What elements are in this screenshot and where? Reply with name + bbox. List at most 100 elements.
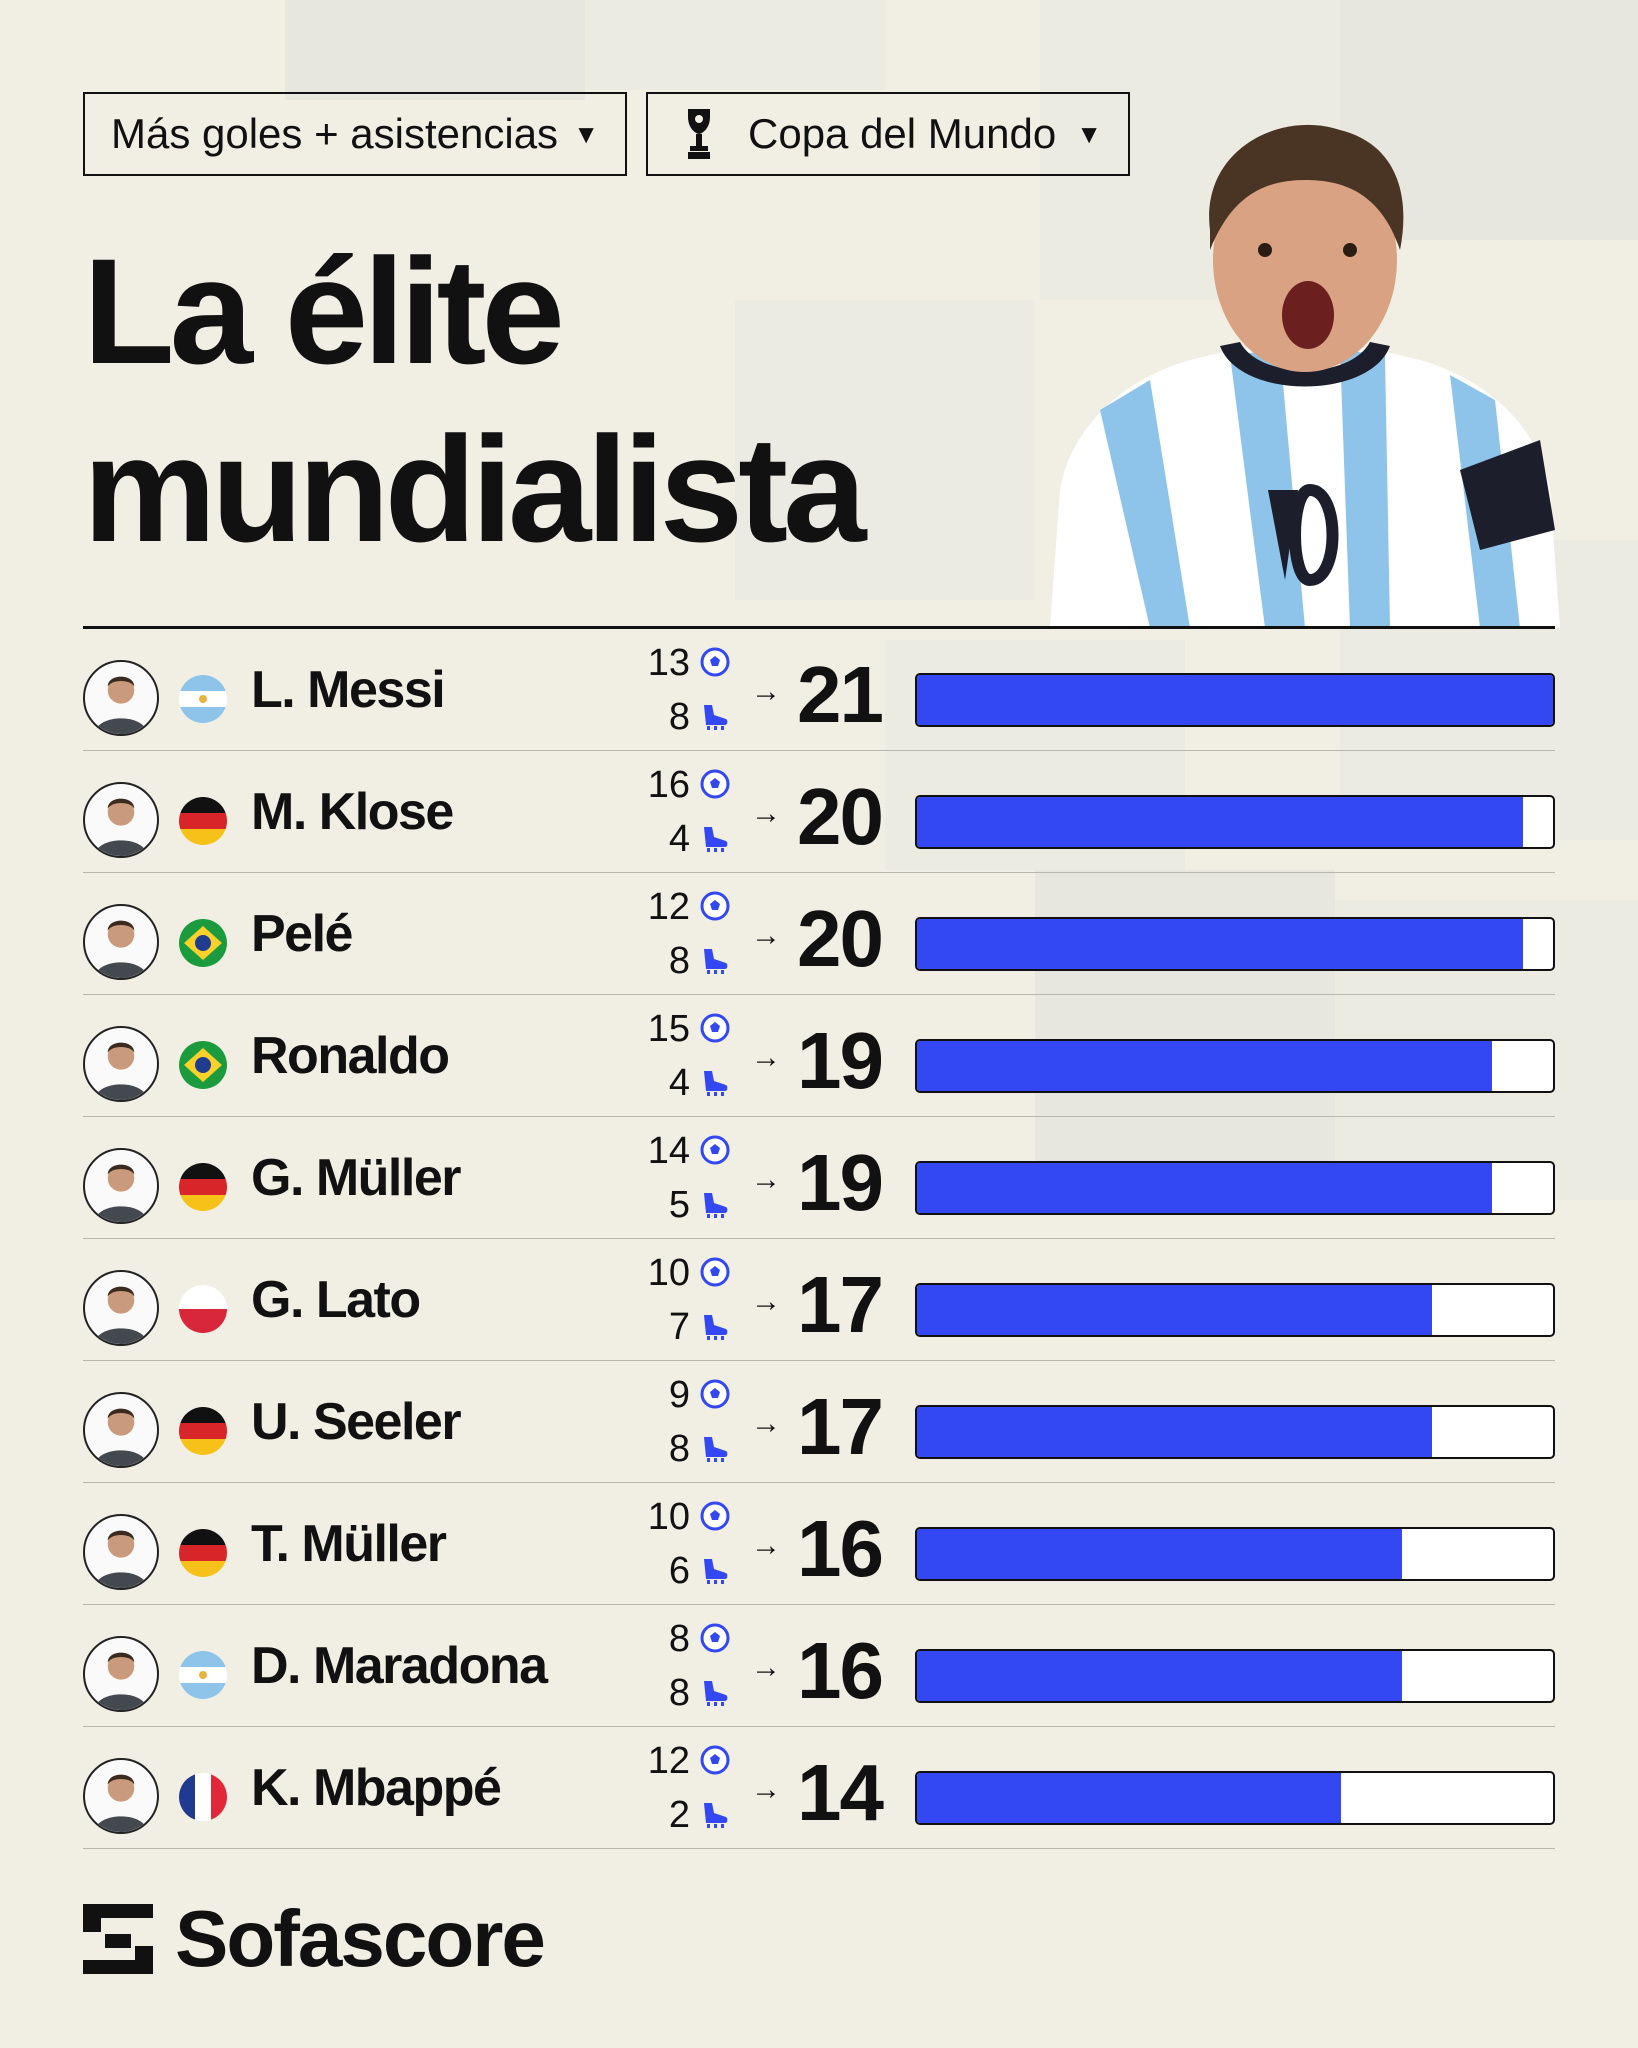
arrow-right-icon: → (751, 1163, 781, 1196)
goals-value: 15 (647, 1008, 690, 1050)
bar-track (915, 1527, 1555, 1581)
table-row: M. Klose 16 4 → 20 (83, 751, 1555, 873)
player-avatar (83, 1758, 159, 1834)
player-name: Pelé (251, 905, 353, 963)
player-avatar (83, 1636, 159, 1712)
caret-down-icon: ▼ (1076, 118, 1102, 149)
table-row: D. Maradona 8 8 → 16 (83, 1605, 1555, 1727)
player-name: Ronaldo (251, 1027, 450, 1085)
boot-icon (700, 1555, 730, 1585)
bar-track (915, 795, 1555, 849)
total-value: 20 (797, 772, 884, 861)
total-value: 17 (797, 1260, 884, 1349)
total-value: 14 (797, 1748, 884, 1837)
trophy-icon (688, 109, 710, 159)
total-value: 19 (797, 1016, 884, 1105)
player-avatar (83, 1148, 159, 1224)
boot-icon (700, 1433, 730, 1463)
player-name: U. Seeler (251, 1393, 462, 1451)
goals-value: 16 (647, 764, 690, 806)
page-title: La élite mundialista (83, 222, 866, 578)
table-row: L. Messi 13 8 → 21 (83, 629, 1555, 751)
bar-track (915, 1039, 1555, 1093)
boot-icon (700, 1799, 730, 1829)
argentina-flag-icon (179, 1651, 227, 1699)
bar (917, 1041, 1493, 1091)
total-value: 19 (797, 1138, 884, 1227)
germany-flag-icon (179, 1163, 227, 1211)
table-row: U. Seeler 9 8 → 17 (83, 1361, 1555, 1483)
bar-track (915, 917, 1555, 971)
arrow-right-icon: → (751, 1407, 781, 1440)
germany-flag-icon (179, 797, 227, 845)
bar (917, 797, 1523, 847)
player-name: G. Lato (251, 1271, 421, 1329)
player-name: T. Müller (251, 1515, 447, 1573)
assists-value: 2 (668, 1794, 690, 1836)
player-name: D. Maradona (251, 1637, 548, 1695)
total-value: 16 (797, 1626, 884, 1715)
soccer-ball-icon (700, 769, 730, 799)
soccer-ball-icon (700, 647, 730, 677)
table-row: G. Lato 10 7 → 17 (83, 1239, 1555, 1361)
table-row: G. Müller 14 5 → 19 (83, 1117, 1555, 1239)
assists-value: 5 (668, 1184, 690, 1226)
bar-track (915, 1161, 1555, 1215)
boot-icon (700, 1311, 730, 1341)
boot-icon (700, 1189, 730, 1219)
table-row: Ronaldo 15 4 → 19 (83, 995, 1555, 1117)
player-name: L. Messi (251, 661, 446, 719)
total-value: 16 (797, 1504, 884, 1593)
arrow-right-icon: → (751, 1651, 781, 1684)
title-line-1: La élite (83, 227, 565, 395)
boot-icon (700, 1677, 730, 1707)
assists-value: 8 (668, 1672, 690, 1714)
caret-down-icon: ▼ (573, 118, 599, 149)
assists-value: 4 (668, 1062, 690, 1104)
goals-value: 10 (647, 1252, 690, 1294)
bar (917, 1163, 1493, 1213)
soccer-ball-icon (700, 1745, 730, 1775)
assists-value: 8 (668, 696, 690, 738)
boot-icon (700, 1067, 730, 1097)
player-avatar (83, 904, 159, 980)
boot-icon (700, 701, 730, 731)
poland-flag-icon (179, 1285, 227, 1333)
assists-value: 8 (668, 1428, 690, 1470)
player-celebrating-photo (1050, 124, 1560, 628)
germany-flag-icon (179, 1529, 227, 1577)
brazil-flag-icon (179, 919, 227, 967)
goals-value: 14 (647, 1130, 690, 1172)
soccer-ball-icon (700, 1501, 730, 1531)
bar (917, 1529, 1402, 1579)
player-avatar (83, 1270, 159, 1346)
arrow-right-icon: → (751, 797, 781, 830)
brand-name: Sofascore (175, 1894, 546, 1983)
title-line-2: mundialista (83, 405, 866, 573)
total-value: 17 (797, 1382, 884, 1471)
total-value: 20 (797, 894, 884, 983)
stat-filter-dropdown[interactable]: Más goles + asistencias ▼ (83, 92, 627, 176)
bar (917, 1285, 1432, 1335)
arrow-right-icon: → (751, 1041, 781, 1074)
table-row: Pelé 12 8 → 20 (83, 873, 1555, 995)
germany-flag-icon (179, 1407, 227, 1455)
assists-value: 7 (668, 1306, 690, 1348)
soccer-ball-icon (700, 1379, 730, 1409)
bar (917, 675, 1553, 725)
stat-filter-label: Más goles + asistencias (111, 110, 559, 157)
goals-value: 12 (647, 886, 690, 928)
soccer-ball-icon (700, 1135, 730, 1165)
bar-track (915, 1649, 1555, 1703)
soccer-ball-icon (700, 1013, 730, 1043)
player-avatar (83, 1392, 159, 1468)
player-name: K. Mbappé (251, 1759, 502, 1817)
bar (917, 1407, 1432, 1457)
bar (917, 919, 1523, 969)
total-value: 21 (797, 650, 884, 739)
table-top-rule (83, 626, 1555, 629)
bar (917, 1773, 1341, 1823)
competition-filter-dropdown[interactable]: Copa del Mundo ▼ (646, 92, 1130, 176)
player-name: G. Müller (251, 1149, 461, 1207)
boot-icon (700, 823, 730, 853)
